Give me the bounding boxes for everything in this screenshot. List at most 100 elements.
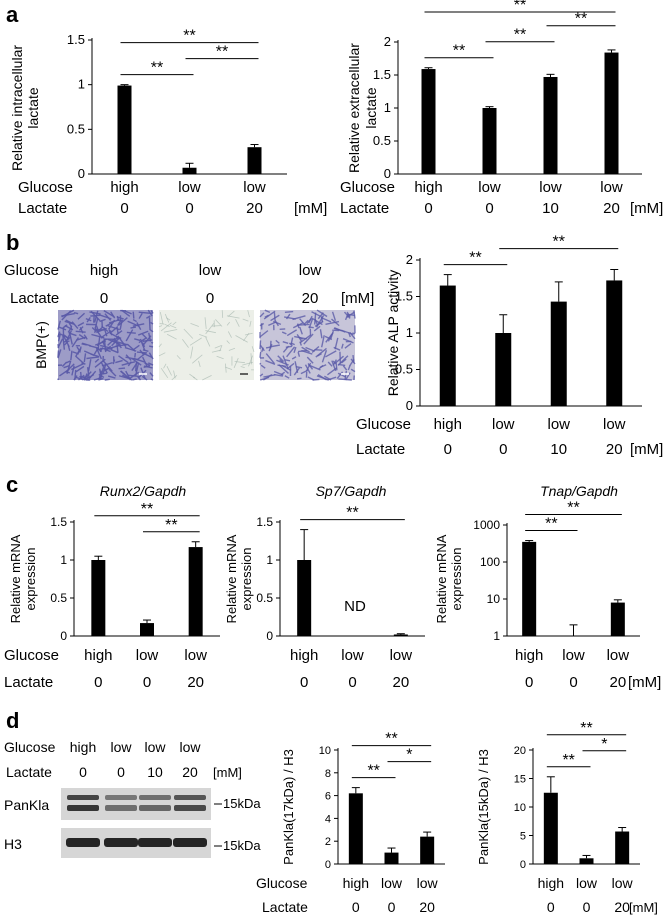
cell-stroke: [73, 375, 78, 381]
cell-stroke: [280, 371, 286, 376]
cell-stroke: [265, 353, 275, 364]
cell-stroke: [277, 355, 285, 362]
glucose-value: high: [414, 179, 442, 196]
blot-band: [139, 795, 171, 800]
y-tick-label: 0.5: [373, 133, 391, 148]
cell-stroke: [147, 362, 154, 366]
cell-stroke: [78, 333, 86, 340]
y-tick-label: 0.5: [50, 591, 67, 605]
cell-stroke: [148, 345, 154, 348]
cell-stroke: [164, 313, 170, 323]
cell-stroke: [242, 318, 249, 322]
cell-stroke: [319, 329, 323, 339]
glucose-value: low: [478, 179, 501, 196]
cell-stroke: [68, 322, 73, 328]
cell-stroke: [144, 362, 151, 367]
blot-band: [174, 795, 206, 800]
cell-stroke: [176, 355, 181, 360]
bar: [140, 623, 154, 636]
bar: [482, 108, 497, 174]
cell-stroke: [183, 328, 194, 339]
y-tick-label: 1.5: [50, 515, 67, 529]
cell-stroke: [325, 320, 340, 326]
cell-stroke: [263, 310, 276, 320]
glucose-value: low: [136, 647, 159, 664]
cell-stroke: [78, 374, 85, 381]
cell-stroke: [141, 333, 148, 340]
bar: [247, 147, 262, 174]
cell-stroke: [227, 331, 232, 338]
lactate-row-label: Lactate: [10, 290, 59, 307]
cell-stroke: [132, 344, 140, 351]
cell-stroke: [107, 338, 121, 345]
cell-stroke: [333, 327, 342, 332]
cell-stroke: [205, 323, 215, 335]
cell-stroke: [64, 324, 74, 331]
y-tick-label: 0: [520, 859, 526, 871]
cell-stroke: [110, 349, 119, 354]
cell-stroke: [99, 367, 105, 381]
cell-stroke: [291, 356, 297, 360]
y-tick-label: 10: [319, 745, 331, 757]
glucose-value: low: [144, 739, 166, 755]
cell-stroke: [73, 311, 79, 315]
cell-stroke: [125, 356, 139, 361]
cell-stroke: [146, 315, 151, 319]
cell-stroke: [148, 352, 154, 360]
cell-stroke: [115, 343, 129, 347]
chart-runx2: Runx2/Gapdh Relative mRNA expression 0 0.5 1 1…: [8, 483, 220, 643]
cell-stroke: [96, 327, 107, 334]
cell-stroke: [182, 339, 189, 348]
cell-stroke: [349, 332, 356, 340]
bar: [604, 52, 619, 175]
cell-stroke: [325, 350, 337, 358]
cell-stroke: [61, 361, 68, 367]
cell-stroke: [191, 354, 203, 364]
cell-stroke: [350, 368, 356, 373]
glucose-value: low: [178, 179, 201, 196]
staining-image: [159, 310, 254, 380]
glucose-value: low: [576, 875, 598, 891]
cell-stroke: [335, 355, 344, 363]
bar: [579, 858, 594, 864]
cell-stroke: [311, 346, 320, 353]
lactate-value: 0: [206, 290, 214, 307]
cell-stroke: [301, 346, 310, 353]
glucose-value: high: [434, 416, 462, 433]
cell-stroke: [166, 366, 172, 376]
cell-stroke: [99, 344, 113, 350]
y-tick-label: 0: [384, 166, 391, 181]
bar: [91, 560, 106, 636]
y-axis-label: Relative ALP activity: [385, 270, 401, 397]
cell-stroke: [166, 333, 177, 340]
cell-stroke: [347, 365, 351, 371]
cell-stroke: [115, 359, 123, 364]
cell-stroke: [275, 339, 280, 344]
glucose-value: high: [70, 739, 96, 755]
lactate-value: 0: [143, 674, 151, 691]
cell-stroke: [101, 330, 112, 338]
cell-stroke: [98, 314, 112, 320]
y-axis-label-line1: Relative mRNA: [8, 534, 23, 623]
glucose-value: high: [343, 875, 369, 891]
y-tick-label: 1: [384, 100, 391, 115]
bar: [182, 167, 197, 174]
cell-stroke: [278, 364, 289, 374]
lactate-value: 10: [147, 764, 163, 780]
lactate-value: 20: [603, 200, 620, 217]
cell-stroke: [104, 378, 110, 381]
cell-stroke: [297, 351, 301, 357]
cell-stroke: [285, 313, 291, 320]
significance-label: **: [469, 250, 481, 267]
cell-stroke: [75, 347, 82, 357]
condition-rows-a-right: Glucose Lactate high low low low 0 0 10 20 [mM]: [340, 179, 663, 217]
lactate-value: 0: [352, 899, 360, 915]
cell-stroke: [316, 309, 328, 318]
cell-stroke: [118, 375, 130, 380]
cell-stroke: [286, 346, 296, 358]
glucose-value: low: [562, 647, 585, 664]
cell-stroke: [120, 370, 126, 376]
panel-label-a: a: [6, 2, 19, 27]
cell-stroke: [335, 361, 338, 371]
